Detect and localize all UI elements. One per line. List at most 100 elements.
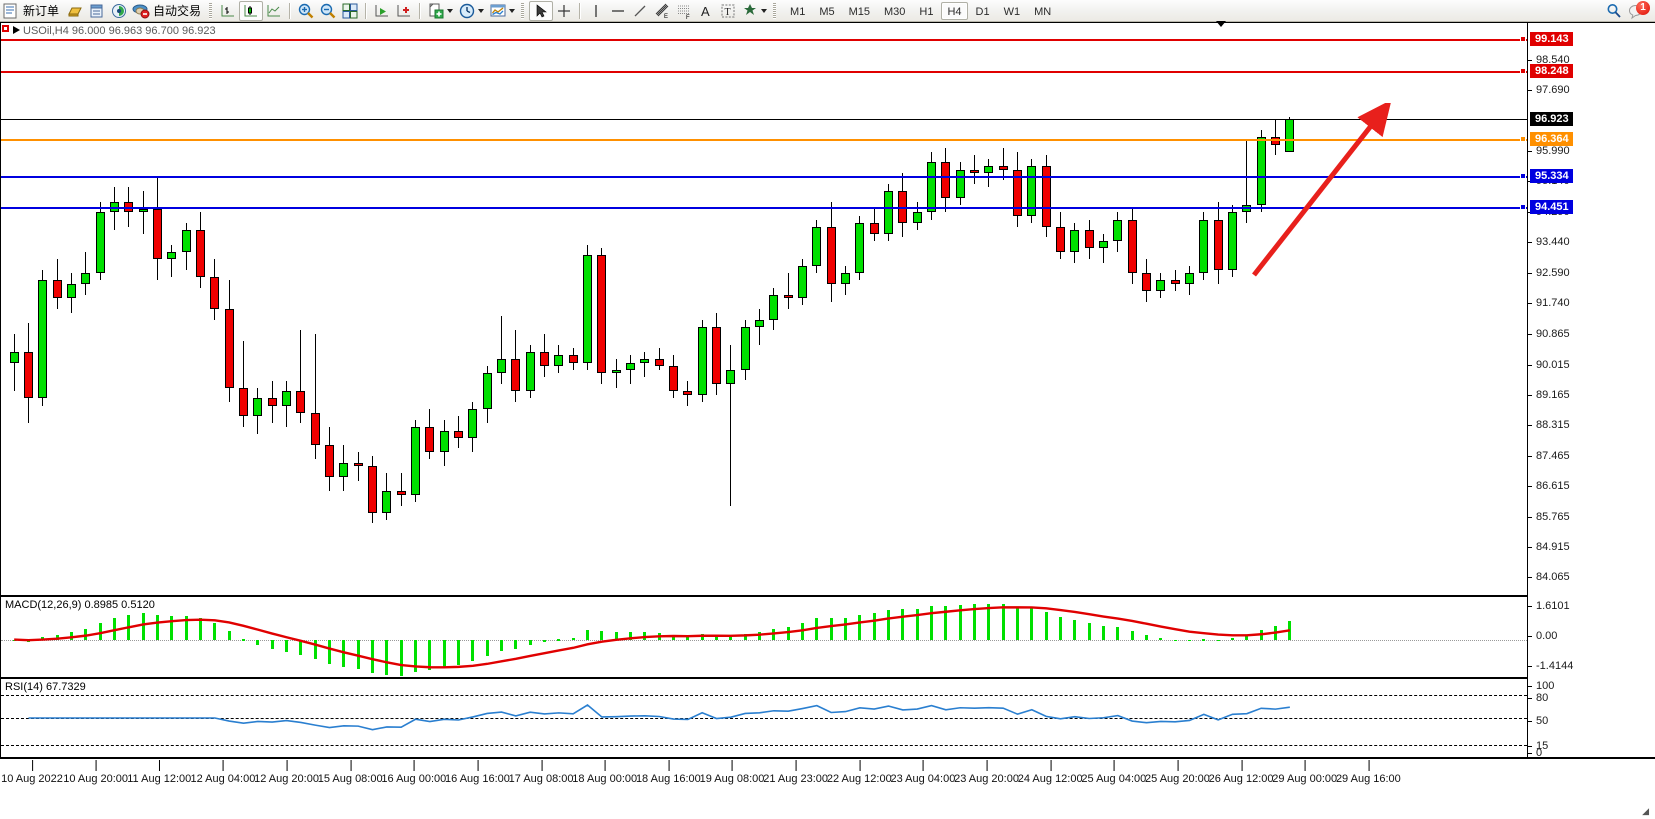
period-dropdown-caret[interactable] xyxy=(476,2,485,20)
price-level-support-lower[interactable] xyxy=(1,207,1527,210)
gold-bar-button[interactable] xyxy=(64,1,86,21)
macd-histogram-bar xyxy=(715,635,718,640)
add-indicator-dropdown-caret[interactable] xyxy=(445,2,454,20)
vline-button[interactable] xyxy=(585,1,607,21)
text-button[interactable]: A xyxy=(695,1,717,21)
price-axis[interactable]: 98.54097.69095.99095.14094.29093.44092.5… xyxy=(1528,22,1655,759)
candle xyxy=(511,330,521,402)
price-label-last-price[interactable]: 96.923 xyxy=(1530,111,1573,126)
price-level-pivot-orange[interactable] xyxy=(1,138,1527,141)
cursor-button[interactable] xyxy=(529,0,554,21)
rsi-tick: 100 xyxy=(1528,680,1554,692)
price-level-resistance-top[interactable] xyxy=(1,39,1527,42)
candle-body xyxy=(1213,219,1223,270)
bullish-trend-arrow[interactable] xyxy=(1246,103,1406,283)
timeframe-d1-button[interactable]: D1 xyxy=(975,5,990,18)
price-level-handle[interactable] xyxy=(1520,68,1526,75)
cursor-icon xyxy=(532,2,550,20)
objects-button[interactable] xyxy=(739,1,770,21)
candle xyxy=(1256,130,1266,213)
macd-tick: 1.6101 xyxy=(1528,600,1570,612)
candle xyxy=(181,223,191,270)
alerts-button[interactable]: 1 xyxy=(1625,0,1651,21)
time-tick: 19 Aug 08:00 xyxy=(699,760,765,785)
autoscroll-button[interactable] xyxy=(393,1,415,21)
timeframe-group: M1 M5 M15 M30 H1 H4 D1 W1 MN xyxy=(781,1,1060,21)
line-chart-button[interactable] xyxy=(263,1,285,21)
timeframe-w1-button[interactable]: W1 xyxy=(1003,5,1021,18)
zoom-in-button[interactable] xyxy=(295,1,317,21)
new-order-button[interactable]: 新订单 xyxy=(0,1,64,21)
tile-windows-button[interactable] xyxy=(339,1,361,21)
candle xyxy=(325,426,334,492)
price-level-resistance-second[interactable] xyxy=(1,71,1527,74)
label-button[interactable]: T xyxy=(717,1,739,21)
price-label-resistance-second[interactable]: 98.248 xyxy=(1530,64,1573,79)
candle xyxy=(81,251,91,295)
search-button[interactable] xyxy=(1603,1,1625,21)
timeframe-m1-button[interactable]: M1 xyxy=(790,5,806,18)
crosshair-button[interactable] xyxy=(553,1,575,21)
zoom-out-button[interactable] xyxy=(317,1,339,21)
timeframe-m15-button[interactable]: M15 xyxy=(848,5,870,18)
vline-icon xyxy=(587,2,605,20)
toolbar-grip-1[interactable] xyxy=(208,2,215,20)
templates-dropdown-caret[interactable] xyxy=(507,2,516,20)
equidistant-channel-button[interactable]: E xyxy=(651,1,673,21)
time-tick: 11 Aug 12:00 xyxy=(127,760,192,785)
price-label-resistance-top[interactable]: 99.143 xyxy=(1530,32,1573,47)
timeframe-h4-button[interactable]: H4 xyxy=(941,1,968,20)
price-level-handle[interactable] xyxy=(1520,204,1526,211)
objects-dropdown-caret[interactable] xyxy=(759,2,768,20)
time-axis[interactable]: 10 Aug 2022 10 Aug 20:00 11 Aug 12:00 12 Au… xyxy=(0,758,1655,819)
templates-button[interactable] xyxy=(487,1,518,21)
timeframe-m5-button[interactable]: M5 xyxy=(819,5,835,18)
candle xyxy=(310,334,320,460)
macd-zero-line xyxy=(1,639,1527,641)
navigator-button[interactable] xyxy=(108,1,130,21)
candle-body xyxy=(1113,219,1123,242)
macd-tick: -1.4144 xyxy=(1528,660,1573,672)
price-level-handle[interactable] xyxy=(1520,172,1526,179)
object-anchor-handle[interactable] xyxy=(2,25,9,32)
price-label-pivot-orange[interactable]: 96.364 xyxy=(1530,131,1573,146)
add-indicator-button[interactable] xyxy=(425,1,456,21)
candle-body xyxy=(554,355,564,367)
toolbar-grip-2[interactable] xyxy=(520,2,527,20)
data-window-button[interactable] xyxy=(86,1,108,21)
macd-pane[interactable]: MACD(12,26,9) 0.8985 0.5120 xyxy=(0,596,1528,678)
macd-histogram-bar xyxy=(1001,604,1005,640)
shift-end-button[interactable] xyxy=(371,1,393,21)
candle-wick xyxy=(1002,148,1004,181)
period-button[interactable] xyxy=(456,1,487,21)
macd-histogram-bar xyxy=(84,629,88,640)
price-level-support-upper[interactable] xyxy=(1,175,1527,178)
time-tick: 22 Aug 12:00 xyxy=(826,760,892,785)
price-level-handle[interactable] xyxy=(1520,36,1526,43)
candle xyxy=(253,387,263,435)
hline-button[interactable] xyxy=(607,1,629,21)
toolbar-grip-3[interactable] xyxy=(772,2,779,20)
price-level-last-price[interactable] xyxy=(1,118,1527,120)
candlestick-chart-button[interactable] xyxy=(239,0,264,21)
price-pane[interactable]: USOil,H4 96.000 96.963 96.700 96.923 xyxy=(0,22,1528,596)
candle-body xyxy=(1084,230,1094,249)
rsi-pane[interactable]: RSI(14) 67.7329 xyxy=(0,678,1528,758)
price-level-handle[interactable] xyxy=(1520,135,1526,142)
chart-workspace[interactable]: USOil,H4 96.000 96.963 96.700 96.923 MAC… xyxy=(0,21,1655,819)
timeframe-mn-button[interactable]: MN xyxy=(1034,5,1052,18)
bar-chart-button[interactable] xyxy=(217,1,239,21)
price-tick: 90.865 xyxy=(1528,328,1570,340)
timeframe-m30-button[interactable]: M30 xyxy=(884,5,906,18)
price-label-support-lower[interactable]: 94.451 xyxy=(1530,200,1573,215)
price-label-support-upper[interactable]: 95.334 xyxy=(1530,168,1573,183)
candle-body xyxy=(998,166,1008,170)
candle-body xyxy=(755,319,764,327)
timeframe-h1-button[interactable]: H1 xyxy=(919,5,934,18)
trendline-button[interactable] xyxy=(629,1,651,21)
candle-body xyxy=(1185,273,1194,284)
new-order-icon xyxy=(2,2,20,20)
autotrade-button[interactable]: 自动交易 xyxy=(130,1,206,21)
macd-histogram-bar xyxy=(887,609,890,640)
fibonacci-button[interactable]: F xyxy=(673,1,695,21)
